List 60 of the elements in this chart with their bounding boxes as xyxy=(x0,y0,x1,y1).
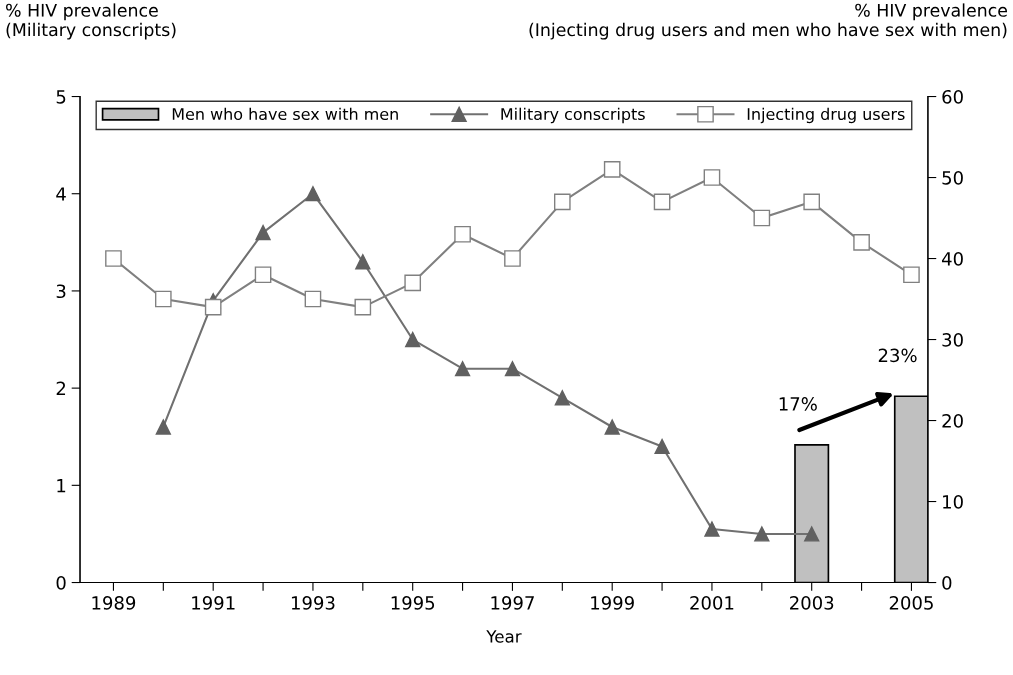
point xyxy=(204,298,222,316)
point xyxy=(704,521,720,537)
point xyxy=(255,224,271,241)
data-label: 17% xyxy=(779,397,817,411)
point xyxy=(803,193,821,211)
point xyxy=(554,390,570,406)
x-tick-label: 2003 xyxy=(790,596,834,610)
point xyxy=(553,193,571,211)
y2-tick-label: 20 xyxy=(942,413,963,428)
point xyxy=(804,526,820,542)
point xyxy=(754,526,770,542)
point xyxy=(703,169,721,186)
y2-axis-title: % HIV prevalence (Injecting drug users and men who have sex with men) xyxy=(529,3,1008,40)
point xyxy=(454,225,471,243)
x-tick-label: 2001 xyxy=(690,596,734,610)
data-label: 23% xyxy=(878,348,917,363)
point xyxy=(105,250,122,267)
point xyxy=(404,274,422,292)
x-tick-label: 1995 xyxy=(391,596,435,610)
y-tick-label: 2 xyxy=(56,381,66,395)
point xyxy=(504,361,521,377)
y2-tick-label: 50 xyxy=(942,170,963,185)
point xyxy=(355,254,371,270)
y-tick-label: 3 xyxy=(56,284,66,299)
y-tick-label: 0 xyxy=(56,575,66,590)
y2-tick-label: 0 xyxy=(942,575,952,590)
point xyxy=(254,266,272,284)
y2-tick-label: 10 xyxy=(943,494,963,509)
point xyxy=(354,298,372,316)
x-tick-label: 1999 xyxy=(591,596,634,610)
point xyxy=(903,266,920,284)
legend-label: Men who have sex with men xyxy=(172,107,398,121)
point xyxy=(304,290,322,308)
y-tick-label: 1 xyxy=(57,479,66,493)
point xyxy=(653,193,671,211)
x-tick-label: 1993 xyxy=(291,596,335,610)
x-tick-label: 1989 xyxy=(92,596,136,610)
point xyxy=(853,233,870,251)
x-tick-label: 2005 xyxy=(889,596,933,610)
x-tick-label: 1991 xyxy=(192,596,235,610)
y2-tick-label: 40 xyxy=(941,251,963,266)
point xyxy=(405,331,421,348)
legend-label: Injecting drug users xyxy=(747,107,905,124)
legend-label: Military conscripts xyxy=(501,107,645,124)
y-tick-label: 5 xyxy=(56,90,66,104)
point xyxy=(155,419,171,435)
point xyxy=(753,209,771,227)
point xyxy=(603,161,621,178)
point xyxy=(305,186,321,202)
point xyxy=(454,361,471,377)
x-axis-title: Year xyxy=(486,630,522,643)
y-tick-label: 4 xyxy=(56,187,66,201)
point xyxy=(154,290,172,308)
x-tick-label: 1997 xyxy=(491,596,534,610)
y-axis-title: % HIV prevalence (Military conscripts) xyxy=(6,3,176,40)
point xyxy=(504,250,521,267)
y2-tick-label: 60 xyxy=(942,89,963,104)
y2-tick-label: 30 xyxy=(942,332,963,347)
point xyxy=(654,438,670,455)
point xyxy=(604,419,620,435)
